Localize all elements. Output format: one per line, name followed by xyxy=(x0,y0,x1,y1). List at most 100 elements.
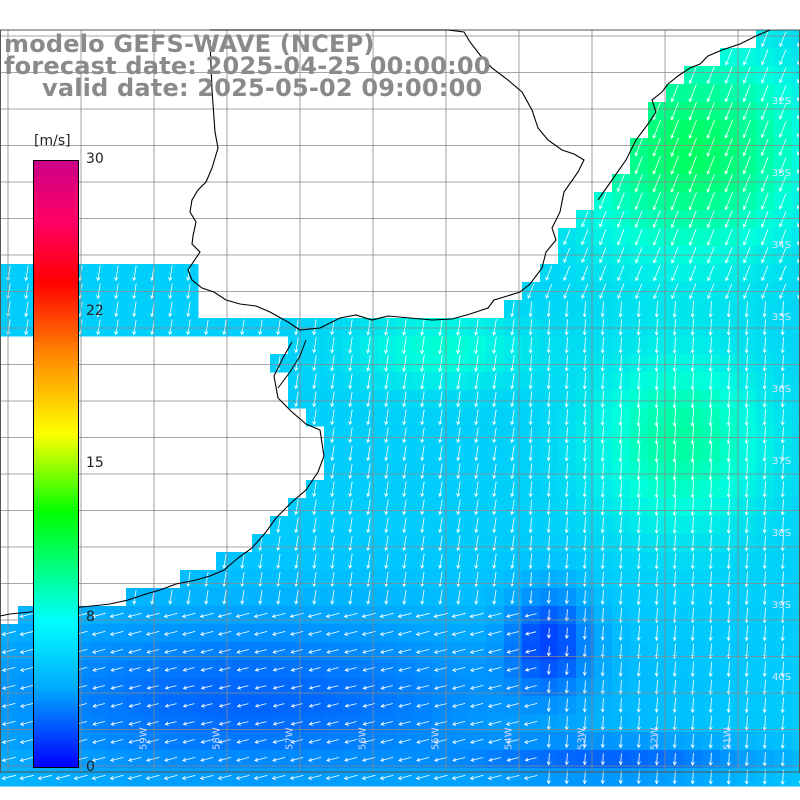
wind-arrow xyxy=(492,589,497,605)
wind-arrow xyxy=(672,553,677,570)
wind-arrow xyxy=(636,319,641,336)
wind-arrow xyxy=(55,774,70,780)
wind-arrow xyxy=(636,390,641,409)
wind-arrow xyxy=(145,612,160,618)
wind-arrow xyxy=(438,354,443,373)
wind-arrow xyxy=(582,626,587,641)
wind-arrow xyxy=(618,517,623,534)
wind-arrow xyxy=(145,774,160,780)
wind-arrow xyxy=(545,265,553,281)
wind-arrow xyxy=(780,697,785,714)
wind-arrow xyxy=(348,409,353,426)
wind-arrow xyxy=(600,680,605,695)
colorbar-tick-label: 8 xyxy=(86,609,95,625)
wind-arrow xyxy=(380,685,393,690)
wind-arrow xyxy=(546,753,551,766)
wind-arrow xyxy=(688,66,697,85)
wind-arrow xyxy=(599,229,607,246)
wind-arrow xyxy=(128,649,142,654)
wind-arrow xyxy=(474,517,479,534)
wind-arrow xyxy=(654,516,659,534)
wind-arrow xyxy=(420,499,425,516)
wind-arrow xyxy=(672,516,677,535)
colorbar-tick-label: 22 xyxy=(86,303,104,319)
wind-arrow xyxy=(487,631,502,636)
wind-arrow xyxy=(326,649,340,654)
longitude-label: 56W xyxy=(358,727,369,750)
wind-arrow xyxy=(582,716,587,731)
wind-arrow xyxy=(724,192,733,211)
wind-arrow xyxy=(634,210,643,228)
wind-arrow xyxy=(546,373,551,390)
wind-arrow xyxy=(654,301,659,318)
wind-arrow xyxy=(672,535,677,552)
wind-arrow xyxy=(348,589,353,605)
wind-arrow xyxy=(688,119,697,139)
wind-arrow xyxy=(725,48,733,66)
wind-arrow xyxy=(200,739,213,744)
wind-arrow xyxy=(525,649,537,654)
wind-arrow xyxy=(762,426,767,445)
wind-arrow xyxy=(706,119,715,139)
wind-arrow xyxy=(456,499,461,516)
wind-arrow xyxy=(92,721,105,726)
wind-arrow xyxy=(600,698,605,713)
wind-arrow xyxy=(600,589,605,606)
longitude-label: 59W xyxy=(139,727,150,750)
wind-arrow xyxy=(326,757,340,762)
wind-arrow xyxy=(762,697,767,714)
wind-arrow xyxy=(618,354,623,372)
wind-arrow xyxy=(690,553,695,570)
wind-arrow xyxy=(670,173,679,193)
wind-arrow xyxy=(398,667,412,672)
wind-arrow xyxy=(474,427,479,444)
wind-arrow xyxy=(618,661,623,677)
wind-arrow xyxy=(456,391,461,408)
wind-arrow xyxy=(474,463,479,480)
wind-arrow xyxy=(492,354,497,372)
wind-arrow xyxy=(24,283,29,300)
valid-date: valid date: 2025-05-02 09:00:00 xyxy=(42,74,483,102)
wind-arrow xyxy=(672,354,677,373)
wind-arrow xyxy=(254,685,267,690)
wind-arrow xyxy=(470,703,484,708)
wind-arrow xyxy=(379,612,394,618)
wind-arrow xyxy=(416,667,430,672)
wind-arrow xyxy=(456,517,461,534)
wind-arrow xyxy=(258,535,263,552)
wind-arrow xyxy=(546,319,551,336)
wind-arrow xyxy=(636,715,641,731)
wind-arrow xyxy=(1,685,16,690)
wind-arrow xyxy=(654,661,659,678)
wind-arrow xyxy=(474,535,479,552)
wind-arrow xyxy=(708,301,713,318)
wind-arrow xyxy=(330,553,335,570)
la-plata-estuary-border xyxy=(277,339,307,389)
wind-arrow xyxy=(546,391,551,408)
wind-arrow xyxy=(420,391,425,408)
wind-arrow xyxy=(744,733,749,749)
wind-arrow xyxy=(290,703,303,708)
wind-arrow xyxy=(618,498,623,516)
wind-arrow xyxy=(708,589,713,606)
wind-speed-cell xyxy=(792,30,800,49)
wind-arrow xyxy=(415,649,430,654)
wind-arrow xyxy=(779,265,787,282)
wind-arrow xyxy=(420,336,425,355)
wind-arrow xyxy=(109,631,124,636)
wind-arrow xyxy=(634,138,643,157)
longitude-label: 53W xyxy=(577,727,588,750)
wind-arrow xyxy=(253,612,268,618)
wind-arrow xyxy=(474,336,479,355)
wind-arrow xyxy=(487,739,502,744)
wind-arrow xyxy=(456,318,461,337)
wind-arrow xyxy=(599,211,607,228)
wind-arrow xyxy=(254,721,267,726)
coastline-brazil-north xyxy=(597,29,771,201)
wind-arrow xyxy=(451,630,466,636)
wind-arrow xyxy=(145,757,160,762)
wind-arrow xyxy=(635,265,643,282)
wind-arrow xyxy=(492,499,497,516)
wind-arrow xyxy=(617,283,625,300)
wind-arrow xyxy=(343,612,358,618)
